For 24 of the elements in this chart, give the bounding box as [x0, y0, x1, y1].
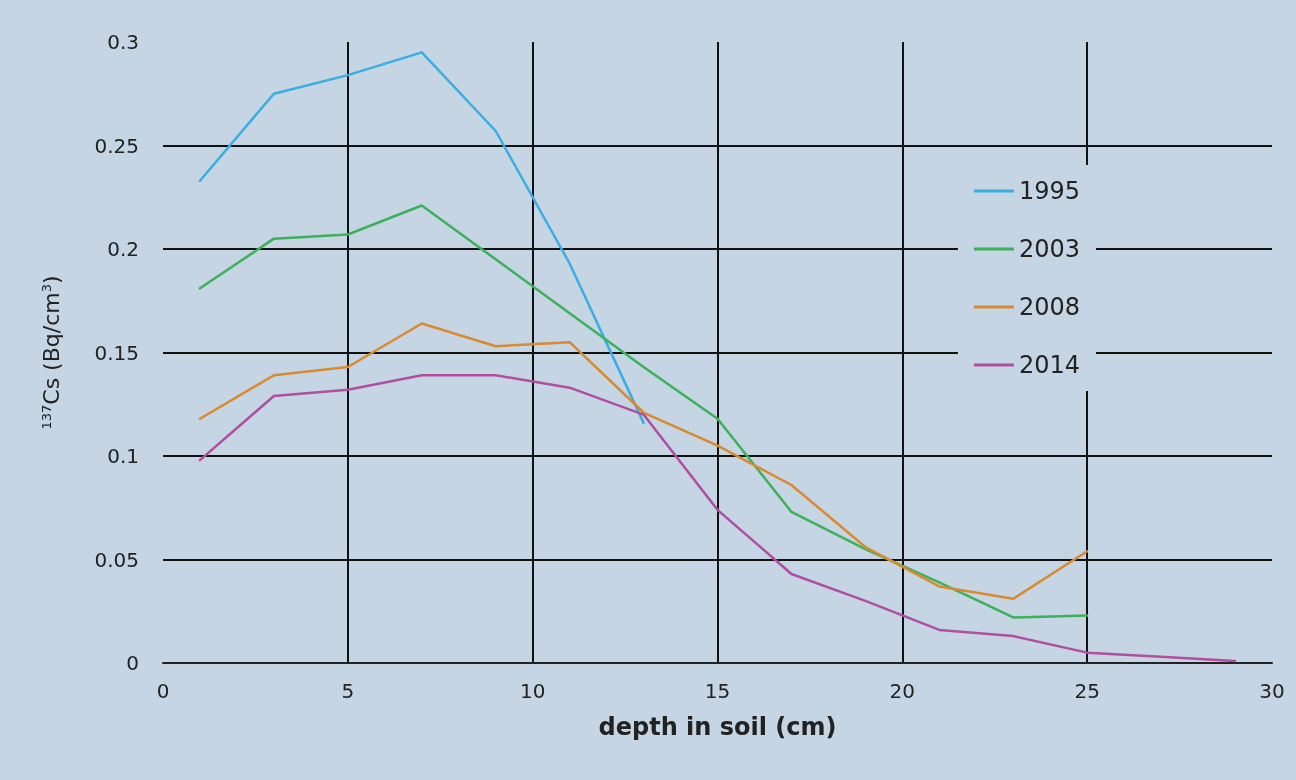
line-series: [198, 322, 1089, 601]
legend-label: 2003: [1018, 235, 1080, 263]
line-series: [198, 51, 645, 425]
y-tick-label: 0.2: [107, 237, 139, 261]
x-axis-title: depth in soil (cm): [598, 713, 837, 741]
x-tick-label: 20: [889, 679, 916, 703]
legend-label: 2008: [1018, 293, 1080, 321]
line-series: [198, 374, 1237, 663]
y-axis-title: 137Cs (Bq/cm3): [39, 275, 64, 430]
x-tick-label: 0: [156, 679, 170, 703]
y-tick-label: 0.15: [94, 340, 139, 365]
y-tick-label: 0.25: [94, 133, 139, 158]
x-tick-label: 10: [519, 679, 546, 703]
y-tick-label: 0: [126, 651, 139, 675]
y-tick-label: 0.05: [94, 547, 139, 572]
y-tick-label: 0.3: [107, 30, 139, 54]
line-series: [198, 204, 1089, 619]
y-tick-label: 0.1: [107, 444, 139, 468]
legend-label: 2014: [1018, 351, 1080, 379]
legend-label: 1995: [1018, 177, 1080, 205]
x-tick-label: 30: [1259, 679, 1285, 703]
x-tick-label: 5: [341, 679, 355, 703]
x-tick-label: 25: [1074, 679, 1100, 703]
x-tick-label: 15: [704, 679, 731, 703]
